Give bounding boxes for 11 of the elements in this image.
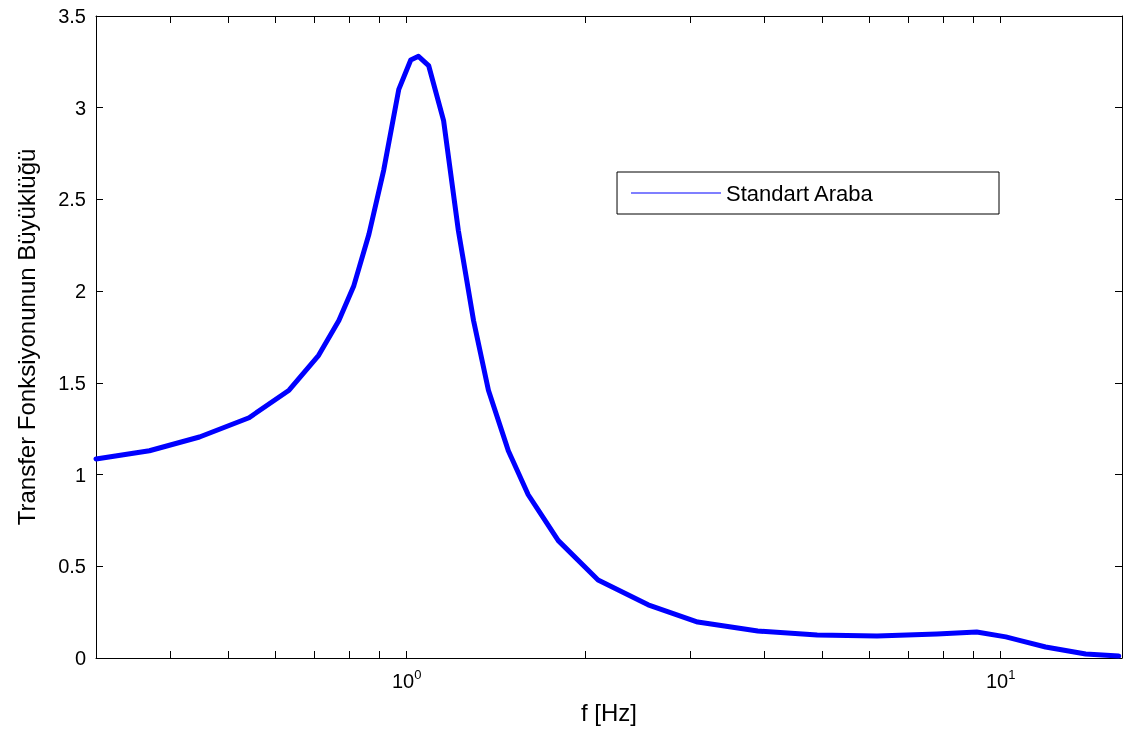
legend-label: Standart Araba (726, 180, 874, 206)
y-tick-label: 0 (74, 647, 86, 669)
y-tick-label: 3.5 (58, 5, 86, 27)
y-axis-title: Transfer Fonksiyonunun Büyüklüğü (12, 148, 40, 526)
y-tick-label: 2.5 (58, 188, 86, 211)
x-axis-title: f [Hz] (580, 698, 638, 726)
y-tick-label: 1.5 (58, 371, 86, 394)
y-tick-label: 1 (74, 463, 86, 486)
y-tick-label: 2 (74, 280, 86, 303)
y-tick-label: 0.5 (58, 555, 86, 578)
y-tick-label: 3 (74, 96, 86, 119)
